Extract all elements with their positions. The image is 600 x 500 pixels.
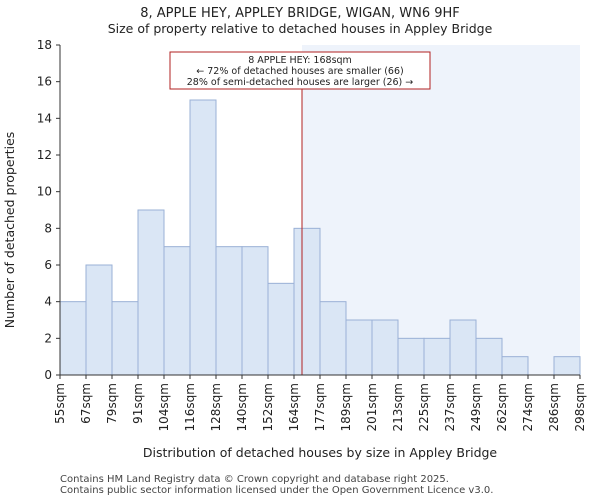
axes-group — [56, 44, 581, 379]
annotation-box: 8 APPLE HEY: 168sqm ← 72% of detached ho… — [169, 51, 431, 90]
y-tick-label: 0 — [44, 368, 52, 382]
x-axis-label: Distribution of detached houses by size … — [143, 445, 498, 460]
chart-title: 8, APPLE HEY, APPLEY BRIDGE, WIGAN, WN6 … — [140, 6, 460, 21]
x-tick-label: 67sqm — [79, 383, 93, 424]
bar-152sqm — [267, 282, 295, 376]
bar-79sqm — [111, 301, 139, 376]
y-tick-label: 18 — [37, 38, 52, 52]
bar-116sqm — [189, 99, 217, 376]
x-tick-label: 116sqm — [183, 383, 197, 431]
bar-237sqm — [449, 319, 477, 376]
y-tick-labels: 0 2 4 6 8 10 12 14 16 18 — [37, 38, 52, 382]
x-tick-label: 152sqm — [261, 383, 275, 431]
x-tick-label: 79sqm — [105, 383, 119, 424]
y-tick-label: 4 — [44, 295, 52, 309]
footer-line-1: Contains HM Land Registry data © Crown c… — [60, 474, 449, 485]
annotation-line-1: 8 APPLE HEY: 168sqm — [248, 55, 352, 66]
bars-group — [59, 99, 581, 376]
x-tick-label: 237sqm — [443, 383, 457, 431]
y-tick-label: 2 — [44, 331, 52, 345]
x-tick-label: 164sqm — [287, 383, 301, 431]
bar-91sqm — [137, 209, 165, 376]
bar-249sqm — [475, 337, 503, 376]
x-tick-label: 177sqm — [313, 383, 327, 431]
x-tick-label: 104sqm — [157, 383, 171, 431]
bar-225sqm — [423, 337, 451, 376]
y-tick-label: 10 — [37, 185, 52, 199]
x-tick-label: 249sqm — [469, 383, 483, 431]
annotation-line-3: 28% of semi-detached houses are larger (… — [187, 77, 414, 88]
x-tick-label: 128sqm — [209, 383, 223, 431]
bar-213sqm — [397, 337, 425, 376]
x-tick-label: 140sqm — [235, 383, 249, 431]
x-tick-label: 201sqm — [365, 383, 379, 431]
x-tick-label: 298sqm — [573, 383, 587, 431]
x-tick-label: 55sqm — [53, 383, 67, 424]
x-tick-label: 91sqm — [131, 383, 145, 424]
annotation-border — [169, 51, 431, 90]
annotation-line-2: ← 72% of detached houses are smaller (66… — [196, 66, 403, 77]
y-axis-label: Number of detached properties — [2, 132, 17, 329]
y-tick-label: 12 — [37, 148, 52, 162]
bar-201sqm — [371, 319, 399, 376]
x-tick-label: 189sqm — [339, 383, 353, 431]
x-tick-label: 274sqm — [521, 383, 535, 431]
bar-55sqm — [59, 301, 87, 376]
bar-262sqm — [501, 356, 529, 376]
y-tick-label: 6 — [44, 258, 52, 272]
bar-140sqm — [241, 246, 269, 376]
y-tick-label: 16 — [37, 75, 52, 89]
x-tick-label: 213sqm — [391, 383, 405, 431]
bar-286sqm — [553, 356, 581, 376]
y-tick-label: 14 — [37, 111, 52, 125]
x-tick-label: 225sqm — [417, 383, 431, 431]
bar-128sqm — [215, 246, 243, 376]
y-tick-label: 8 — [44, 221, 52, 235]
x-tick-label: 286sqm — [547, 383, 561, 431]
x-tick-labels: 55sqm 67sqm 79sqm 91sqm 104sqm 116sqm 128sqm 14… — [53, 383, 587, 431]
bar-164sqm — [293, 227, 321, 376]
x-tick-label: 262sqm — [495, 383, 509, 431]
bar-67sqm — [85, 264, 113, 376]
footer-line-2: Contains public sector information licen… — [60, 485, 493, 496]
bar-189sqm — [345, 319, 373, 376]
chart-subtitle: Size of property relative to detached ho… — [108, 21, 493, 36]
bar-177sqm — [319, 301, 347, 376]
bar-104sqm — [163, 246, 191, 376]
